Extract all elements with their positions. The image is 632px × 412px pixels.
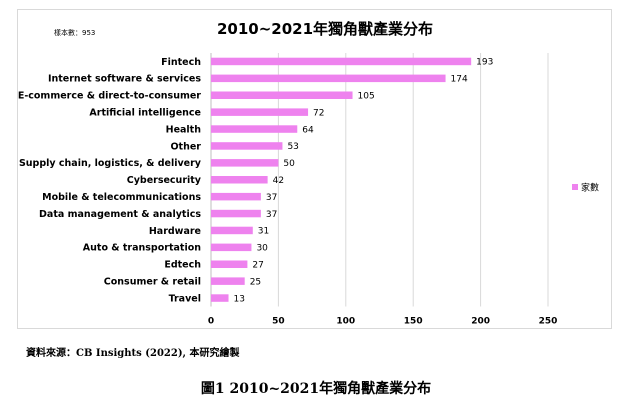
bar (211, 294, 229, 302)
bar (211, 226, 253, 235)
figure-caption: 圖1 2010~2021年獨角獸產業分布 (200, 381, 432, 397)
value-label: 30 (256, 244, 268, 254)
value-label: 27 (252, 260, 263, 270)
value-label: 193 (476, 58, 493, 68)
value-label: 37 (266, 210, 277, 220)
category-label: Mobile & telecommunications (42, 192, 201, 203)
category-label: Consumer & retail (104, 276, 201, 287)
bar (211, 176, 268, 184)
source-note: 資料來源：CB Insights (2022), 本研究繪製 (26, 348, 240, 359)
bar (211, 142, 283, 150)
bar (211, 57, 472, 66)
value-label: 53 (287, 142, 298, 152)
sample-size-note: 樣本數：953 (54, 28, 95, 37)
bars (211, 57, 472, 302)
category-label: Health (166, 124, 202, 135)
bar (211, 125, 298, 133)
x-tick-label: 0 (208, 317, 214, 327)
value-label: 105 (358, 91, 375, 101)
value-label: 13 (234, 294, 245, 304)
value-label: 42 (273, 176, 284, 186)
x-tick-label: 50 (272, 317, 285, 327)
category-label: Internet software & services (48, 74, 201, 85)
x-tick-label: 250 (539, 317, 558, 327)
category-label: Edtech (164, 260, 201, 271)
value-label: 37 (266, 193, 277, 203)
bar (211, 277, 245, 285)
bar-chart: 2010~2021年獨角獸產業分布 樣本數：953 Fintech Interne… (18, 20, 599, 327)
x-axis-ticks: 0 50 100 150 200 250 (208, 317, 558, 327)
value-label: 25 (250, 277, 261, 287)
x-tick-label: 200 (471, 317, 490, 327)
legend-label: 家數 (581, 182, 599, 194)
bar (211, 159, 279, 167)
category-label: Data management & analytics (39, 209, 201, 220)
legend-swatch (572, 184, 578, 190)
value-label: 72 (313, 108, 324, 118)
bar (211, 209, 261, 218)
chart-frame: 2010~2021年獨角獸產業分布 樣本數：953 Fintech Interne… (17, 9, 612, 329)
bar (211, 243, 252, 252)
category-label: Cybersecurity (127, 175, 202, 186)
bar (211, 74, 446, 83)
bar (211, 108, 309, 116)
category-label: Fintech (161, 57, 201, 68)
category-label: Travel (169, 293, 201, 304)
bar (211, 192, 261, 201)
value-labels: 193 174 105 72 64 53 50 42 37 37 31 30 27 25 13 (234, 58, 494, 305)
category-label: Other (170, 141, 201, 152)
bar (211, 91, 353, 99)
chart-title: 2010~2021年獨角獸產業分布 (217, 20, 433, 38)
value-label: 64 (302, 125, 314, 135)
value-label: 174 (451, 75, 468, 85)
category-label: Artificial intelligence (89, 107, 201, 118)
x-tick-label: 150 (404, 317, 423, 327)
category-label: Hardware (149, 226, 201, 237)
bar (211, 260, 248, 268)
category-labels: Fintech Internet software & services E-com… (18, 57, 202, 305)
value-label: 50 (283, 159, 295, 169)
category-label: Auto & transportation (83, 243, 201, 254)
legend: 家數 (572, 182, 599, 194)
value-label: 31 (258, 227, 269, 237)
x-tick-label: 100 (336, 317, 355, 327)
category-label: Supply chain, logistics, & delivery (19, 158, 202, 169)
category-label: E-commerce & direct-to-consumer (18, 91, 201, 102)
